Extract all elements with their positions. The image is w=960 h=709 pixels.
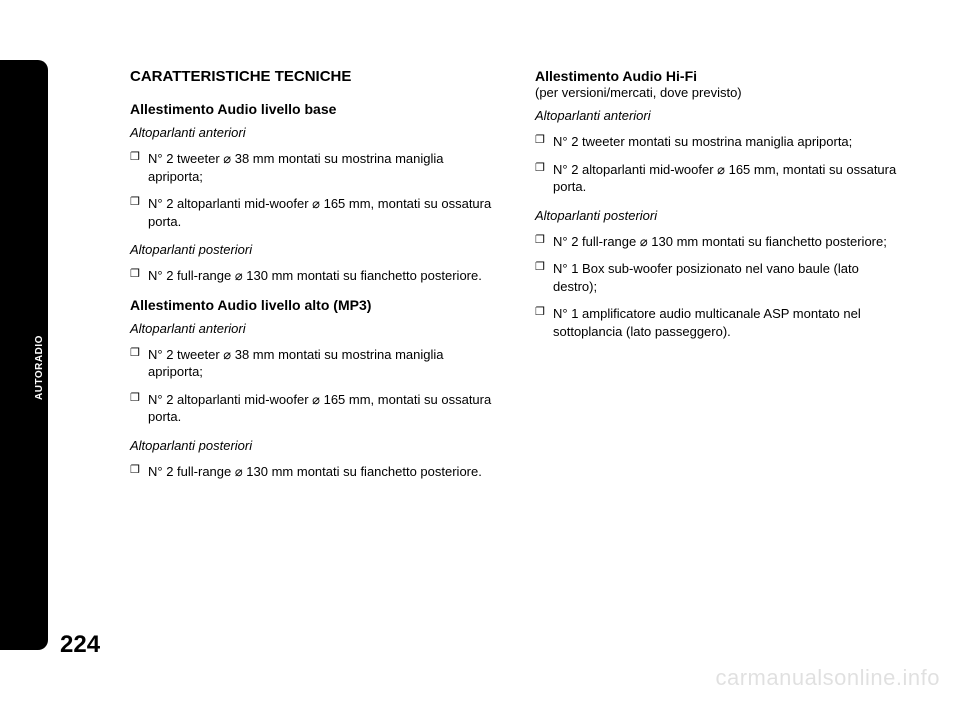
list-item: N° 1 amplificatore audio multicanale ASP… <box>535 305 900 340</box>
hifi-heading-text: Allestimento Audio Hi-Fi <box>535 68 697 84</box>
rear-speakers-list: N° 2 full-range ⌀ 130 mm montati su fian… <box>130 267 495 285</box>
front-speakers-list: N° 2 tweeter ⌀ 38 mm montati su mostrina… <box>130 150 495 230</box>
sidebar: AUTORADIO <box>0 60 48 650</box>
list-item: N° 2 altoparlanti mid-woofer ⌀ 165 mm, m… <box>130 195 495 230</box>
rear-speakers-list: N° 2 full-range ⌀ 130 mm montati su fian… <box>535 233 900 341</box>
list-item: N° 2 full-range ⌀ 130 mm montati su fian… <box>130 267 495 285</box>
front-speakers-list: N° 2 tweeter montati su mostrina manigli… <box>535 133 900 196</box>
front-speakers-list: N° 2 tweeter ⌀ 38 mm montati su mostrina… <box>130 346 495 426</box>
list-item: N° 2 altoparlanti mid-woofer ⌀ 165 mm, m… <box>130 391 495 426</box>
left-column: CARATTERISTICHE TECNICHE Allestimento Au… <box>130 68 495 492</box>
rear-speakers-label: Altoparlanti posteriori <box>535 208 900 223</box>
front-speakers-label: Altoparlanti anteriori <box>130 321 495 336</box>
sidebar-tab-label: AUTORADIO <box>34 335 45 400</box>
front-speakers-label: Altoparlanti anteriori <box>130 125 495 140</box>
hifi-subheading: (per versioni/mercati, dove previsto) <box>535 85 742 100</box>
list-item: N° 2 tweeter ⌀ 38 mm montati su mostrina… <box>130 346 495 381</box>
list-item: N° 2 altoparlanti mid-woofer ⌀ 165 mm, m… <box>535 161 900 196</box>
section-heading-hifi: Allestimento Audio Hi-Fi (per versioni/m… <box>535 68 900 100</box>
page-content: CARATTERISTICHE TECNICHE Allestimento Au… <box>130 68 900 492</box>
watermark: carmanualsonline.info <box>715 665 940 691</box>
list-item: N° 1 Box sub-woofer posizionato nel vano… <box>535 260 900 295</box>
section-heading-base: Allestimento Audio livello base <box>130 101 495 117</box>
list-item: N° 2 full-range ⌀ 130 mm montati su fian… <box>130 463 495 481</box>
right-column: Allestimento Audio Hi-Fi (per versioni/m… <box>535 68 900 492</box>
front-speakers-label: Altoparlanti anteriori <box>535 108 900 123</box>
rear-speakers-label: Altoparlanti posteriori <box>130 242 495 257</box>
list-item: N° 2 tweeter ⌀ 38 mm montati su mostrina… <box>130 150 495 185</box>
list-item: N° 2 tweeter montati su mostrina manigli… <box>535 133 900 151</box>
section-heading-mp3: Allestimento Audio livello alto (MP3) <box>130 297 495 313</box>
rear-speakers-list: N° 2 full-range ⌀ 130 mm montati su fian… <box>130 463 495 481</box>
page-title: CARATTERISTICHE TECNICHE <box>130 68 495 85</box>
rear-speakers-label: Altoparlanti posteriori <box>130 438 495 453</box>
page-number: 224 <box>60 631 100 659</box>
list-item: N° 2 full-range ⌀ 130 mm montati su fian… <box>535 233 900 251</box>
